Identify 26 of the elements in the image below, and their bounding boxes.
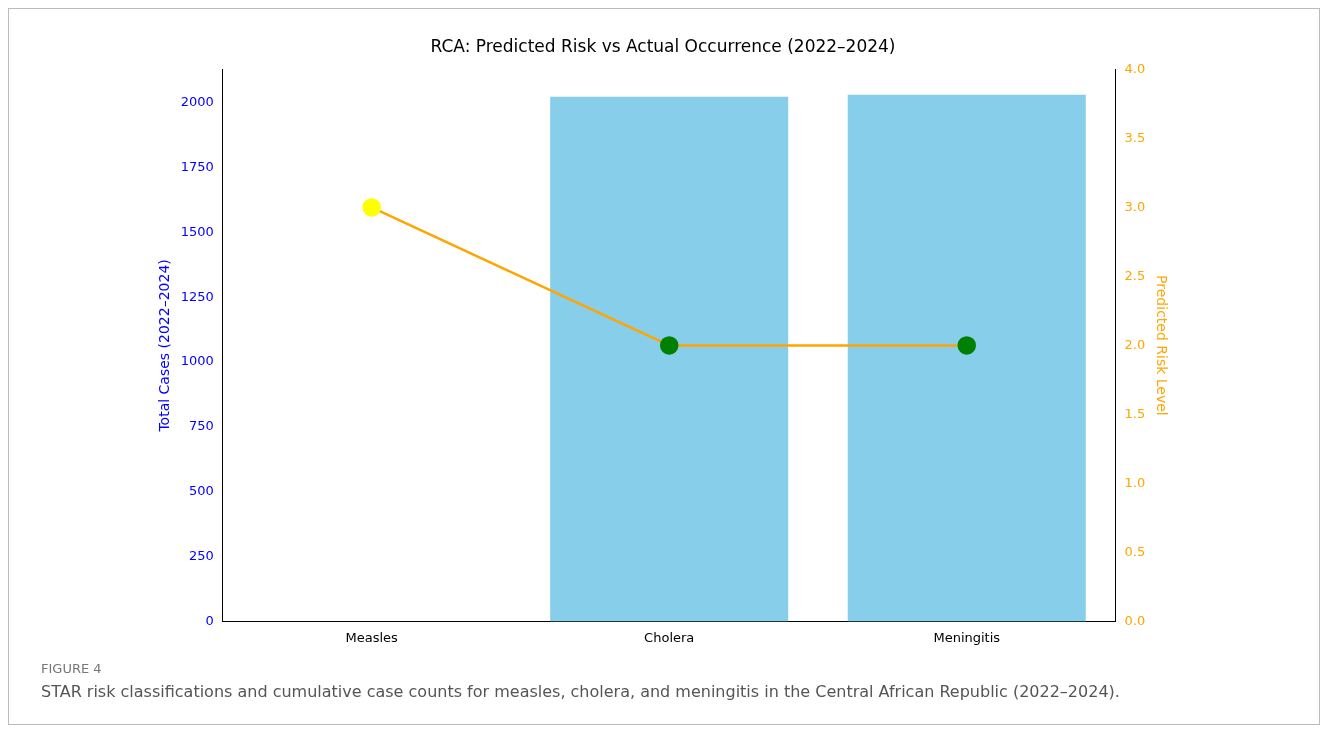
- y-tick-label: 500: [189, 483, 214, 499]
- text: STAR risk classifications and cumulative case counts for measles, cholera, and meningitis in the Central African Republic (2022–2024).: [41, 682, 1121, 701]
- y2-tick-label: 1.5: [1124, 405, 1146, 421]
- y2-tick-label: 3.5: [1124, 129, 1146, 145]
- y2-tick-label: 0.0: [1124, 612, 1146, 628]
- y2-tick-label: 1.0: [1124, 474, 1146, 490]
- y2-tick-label: 0.5: [1124, 543, 1146, 559]
- y-tick-label: 2000: [180, 93, 214, 109]
- y-tick-label: 750: [189, 418, 214, 434]
- y2-tick-label: 4.0: [1124, 60, 1146, 76]
- y-tick-label: 1250: [180, 288, 214, 304]
- y2-axis-title: Predicted Risk Level: [1153, 275, 1170, 416]
- y-tick-label: 0: [205, 612, 214, 628]
- y-tick-label: 1750: [180, 158, 214, 174]
- x-tick-label: Meningitis: [933, 629, 1001, 645]
- y-tick-label: 250: [189, 547, 214, 563]
- chart-title: RCA: Predicted Risk vs Actual Occurrence (2022–2024): [430, 35, 896, 56]
- y-tick-label: 1500: [180, 223, 214, 239]
- x-tick-label: Cholera: [644, 629, 695, 645]
- y2-tick-label: 2.5: [1124, 267, 1146, 283]
- y2-tick-label: 3.0: [1124, 198, 1146, 214]
- y2-tick-label: 2.0: [1124, 336, 1146, 352]
- y-axis-title: Total Cases (2022–2024): [156, 259, 173, 433]
- y-tick-label: 1000: [180, 353, 214, 369]
- caption: FIGURE 4: [41, 661, 103, 676]
- x-tick-label: Measles: [345, 629, 399, 645]
